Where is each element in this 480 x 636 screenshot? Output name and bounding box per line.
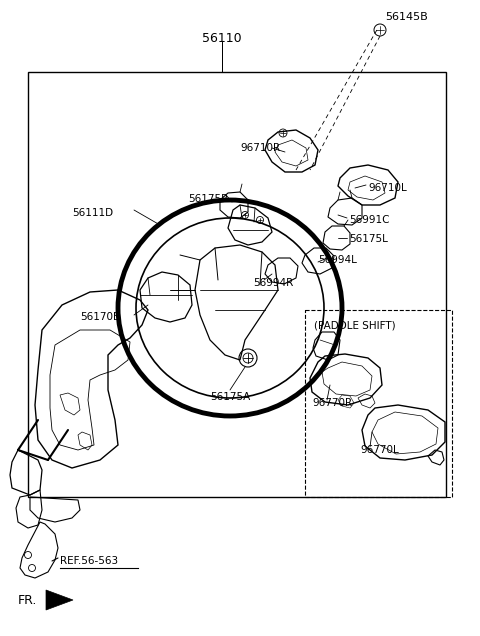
Text: 96710R: 96710R [240, 143, 280, 153]
Text: 96770R: 96770R [312, 398, 352, 408]
Text: 56145B: 56145B [385, 12, 428, 22]
Text: 96710L: 96710L [368, 183, 407, 193]
Text: 96770L: 96770L [360, 445, 399, 455]
Text: 56175A: 56175A [210, 392, 250, 402]
Text: 56991C: 56991C [349, 215, 389, 225]
Text: 56170B: 56170B [80, 312, 120, 322]
Text: REF.56-563: REF.56-563 [60, 556, 118, 566]
Text: 56111D: 56111D [72, 208, 113, 218]
Text: 56175L: 56175L [349, 234, 388, 244]
Text: FR.: FR. [18, 593, 37, 607]
Text: (PADDLE SHIFT): (PADDLE SHIFT) [314, 320, 396, 330]
Text: 56110: 56110 [202, 32, 242, 45]
Text: 56175R: 56175R [188, 194, 228, 204]
Polygon shape [46, 590, 73, 610]
Text: 56994L: 56994L [318, 255, 357, 265]
Text: 56994R: 56994R [253, 278, 293, 288]
